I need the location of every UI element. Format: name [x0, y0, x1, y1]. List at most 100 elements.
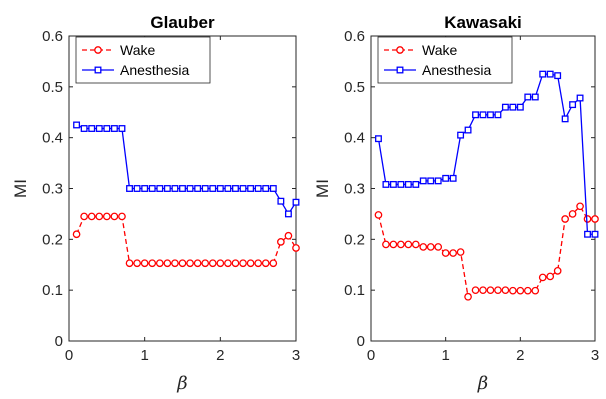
legend: Wake Anesthesia	[75, 36, 211, 84]
data-point	[524, 93, 532, 101]
data-point	[523, 286, 532, 295]
data-point	[561, 215, 569, 223]
data-point	[487, 111, 494, 119]
data-point	[148, 259, 157, 268]
y-tick-label: 0	[357, 333, 365, 350]
data-point	[509, 286, 517, 295]
x-tick-label: 2	[516, 347, 524, 364]
data-point	[404, 180, 412, 188]
y-tick-label: 0.5	[42, 79, 63, 96]
data-point	[95, 212, 104, 221]
chart-title: Kawasaki	[444, 13, 522, 32]
data-point	[404, 240, 413, 249]
data-point	[171, 185, 179, 192]
data-point	[148, 185, 156, 192]
x-tick-label: 2	[216, 347, 224, 364]
data-point	[194, 185, 202, 192]
data-point	[389, 180, 397, 188]
data-point	[232, 185, 239, 192]
legend-label: Wake	[422, 42, 457, 58]
data-point	[269, 259, 278, 268]
data-point	[441, 249, 450, 257]
legend-box	[75, 36, 211, 84]
series-wake	[374, 202, 599, 301]
y-tick-label: 0.1	[344, 282, 365, 299]
legend-marker	[94, 66, 102, 74]
data-point	[193, 259, 202, 268]
data-point	[389, 240, 398, 249]
data-point	[126, 185, 133, 192]
data-point	[88, 125, 96, 132]
data-point	[442, 174, 450, 182]
data-point	[80, 125, 88, 132]
data-point	[546, 272, 555, 281]
data-point	[576, 94, 584, 102]
y-tick-label: 0	[55, 333, 63, 350]
data-point	[419, 243, 428, 251]
series-anesthesia	[375, 70, 599, 238]
data-point	[382, 240, 390, 249]
data-point	[486, 286, 495, 295]
legend-label: Wake	[120, 42, 155, 58]
data-point	[397, 180, 405, 188]
data-point	[471, 286, 480, 295]
y-tick-label: 0.4	[344, 130, 365, 147]
data-point	[133, 259, 141, 268]
x-tick-label: 0	[367, 347, 375, 364]
data-point	[208, 259, 217, 268]
data-point	[239, 259, 247, 268]
data-point	[171, 259, 179, 268]
data-point	[179, 185, 186, 192]
data-point	[224, 259, 232, 268]
data-point	[509, 103, 517, 111]
data-point	[277, 197, 285, 205]
data-point	[479, 286, 487, 295]
legend-marker	[94, 46, 102, 54]
data-point	[163, 259, 172, 268]
data-point	[156, 185, 164, 192]
data-point	[125, 259, 134, 268]
data-point	[72, 230, 81, 239]
data-point	[464, 126, 472, 134]
y-tick-label: 0.2	[42, 231, 63, 248]
data-point	[553, 266, 562, 275]
data-point	[254, 185, 262, 192]
data-point	[254, 259, 263, 268]
data-point	[568, 210, 577, 218]
data-point	[261, 259, 270, 268]
y-tick-label: 0.5	[344, 79, 365, 96]
data-point	[141, 185, 149, 192]
data-point	[80, 212, 88, 221]
data-point	[472, 111, 479, 119]
legend-label: Anesthesia	[120, 62, 189, 78]
data-point	[73, 121, 81, 129]
data-point	[178, 259, 187, 268]
kawasaki-panel: 0 0.1 0.2 0.3 0.4 0.5 0.6 0 1 2 3 Kawasaki β MI Wake An…	[313, 13, 599, 394]
chart-title: Glauber	[150, 13, 215, 32]
data-point	[464, 292, 472, 301]
data-point	[201, 259, 210, 268]
data-point	[163, 185, 171, 192]
x-tick-label: 1	[441, 347, 449, 364]
data-point	[133, 185, 141, 192]
data-point	[201, 185, 209, 192]
data-point	[531, 286, 540, 295]
data-point	[110, 125, 118, 132]
legend-box	[377, 36, 513, 84]
data-point	[262, 185, 270, 192]
legend: Wake Anesthesia	[377, 36, 513, 84]
data-point	[186, 185, 194, 192]
glauber-panel: 0 0.1 0.2 0.3 0.4 0.5 0.6 0 1 2 3 Glauber β MI Wake Ane…	[11, 13, 300, 394]
data-point	[155, 259, 164, 268]
data-point	[494, 111, 502, 119]
data-point	[118, 125, 126, 132]
data-point	[584, 230, 591, 238]
data-point	[576, 202, 584, 211]
y-tick-label: 0.1	[42, 282, 63, 299]
data-point	[110, 212, 119, 221]
data-point	[516, 286, 525, 295]
data-point	[186, 259, 194, 268]
data-point	[269, 185, 277, 192]
series-anesthesia	[73, 121, 300, 218]
data-point	[292, 244, 300, 252]
